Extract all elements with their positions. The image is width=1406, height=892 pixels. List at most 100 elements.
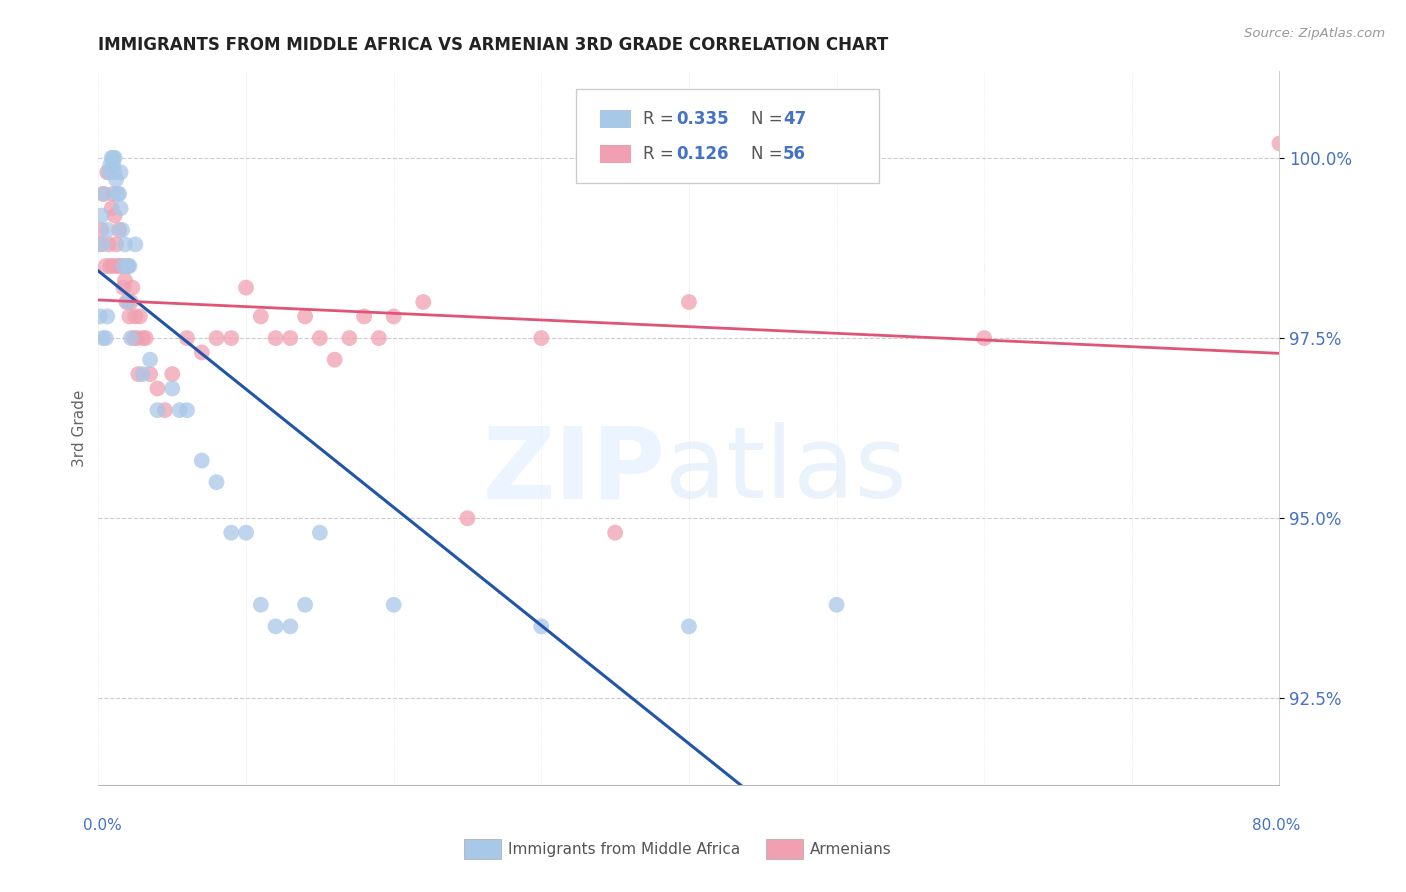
Point: [118, 310, 141, 324]
Point: [124, 237, 146, 252]
Point: [1268, 136, 1291, 151]
Point: [103, 158, 125, 172]
Text: ZIP: ZIP: [482, 423, 665, 519]
Point: [294, 310, 316, 324]
Point: [108, 186, 131, 201]
Text: N =: N =: [751, 110, 782, 128]
Point: [339, 331, 361, 345]
Point: [162, 382, 183, 396]
Point: [115, 295, 138, 310]
Point: [382, 310, 405, 324]
Point: [264, 331, 287, 345]
Point: [250, 598, 273, 612]
Point: [264, 619, 287, 633]
Text: R =: R =: [643, 145, 673, 163]
Point: [132, 367, 155, 381]
Point: [221, 331, 243, 345]
Text: 0.0%: 0.0%: [83, 818, 122, 832]
Point: [108, 223, 131, 237]
Point: [112, 259, 135, 273]
Point: [973, 331, 995, 345]
Point: [457, 511, 479, 525]
Point: [235, 525, 257, 540]
Text: atlas: atlas: [665, 423, 907, 519]
Point: [105, 237, 128, 252]
Point: [205, 475, 228, 490]
Point: [382, 598, 405, 612]
Point: [111, 223, 134, 237]
Point: [412, 295, 434, 310]
Point: [135, 331, 157, 345]
Point: [104, 151, 127, 165]
Point: [250, 310, 273, 324]
Point: [825, 598, 848, 612]
Point: [98, 259, 121, 273]
Point: [110, 165, 132, 179]
Point: [121, 280, 143, 294]
Point: [530, 619, 553, 633]
Text: 47: 47: [783, 110, 807, 128]
Point: [110, 202, 132, 216]
Text: 0.126: 0.126: [676, 145, 728, 163]
Point: [368, 331, 391, 345]
Point: [235, 280, 257, 294]
Point: [191, 345, 214, 359]
Point: [169, 403, 191, 417]
Point: [309, 525, 332, 540]
Point: [117, 259, 139, 273]
Text: IMMIGRANTS FROM MIDDLE AFRICA VS ARMENIAN 3RD GRADE CORRELATION CHART: IMMIGRANTS FROM MIDDLE AFRICA VS ARMENIA…: [98, 36, 889, 54]
Point: [118, 259, 141, 273]
Point: [104, 165, 127, 179]
Point: [112, 280, 135, 294]
Point: [221, 525, 243, 540]
Point: [117, 295, 139, 310]
Text: Source: ZipAtlas.com: Source: ZipAtlas.com: [1244, 27, 1385, 40]
Point: [100, 151, 122, 165]
Y-axis label: 3rd Grade: 3rd Grade: [72, 390, 87, 467]
Point: [139, 367, 162, 381]
Text: 80.0%: 80.0%: [1253, 818, 1301, 832]
Point: [205, 331, 228, 345]
Point: [111, 259, 134, 273]
Point: [146, 403, 169, 417]
Point: [90, 209, 112, 223]
Point: [125, 331, 148, 345]
Point: [176, 331, 198, 345]
Point: [162, 367, 183, 381]
Point: [353, 310, 375, 324]
Point: [127, 367, 149, 381]
Point: [146, 382, 169, 396]
Point: [294, 598, 316, 612]
Text: R =: R =: [643, 110, 673, 128]
Point: [678, 619, 700, 633]
Point: [678, 295, 700, 310]
Point: [97, 237, 120, 252]
Point: [191, 453, 214, 467]
Point: [107, 259, 129, 273]
Point: [124, 310, 146, 324]
Point: [309, 331, 332, 345]
Point: [280, 619, 302, 633]
Point: [89, 237, 111, 252]
Point: [120, 295, 142, 310]
Point: [91, 186, 114, 201]
Point: [97, 165, 120, 179]
Point: [107, 186, 129, 201]
Point: [98, 158, 121, 172]
Point: [105, 172, 128, 186]
Point: [120, 331, 142, 345]
Point: [103, 151, 125, 165]
Point: [93, 186, 115, 201]
Point: [280, 331, 302, 345]
Point: [96, 310, 118, 324]
Point: [104, 209, 127, 223]
Point: [132, 331, 155, 345]
Point: [96, 165, 118, 179]
Point: [90, 223, 112, 237]
Point: [176, 403, 198, 417]
Text: 0.335: 0.335: [676, 110, 728, 128]
Point: [103, 186, 125, 201]
Point: [100, 202, 122, 216]
Point: [91, 237, 114, 252]
Point: [94, 259, 117, 273]
